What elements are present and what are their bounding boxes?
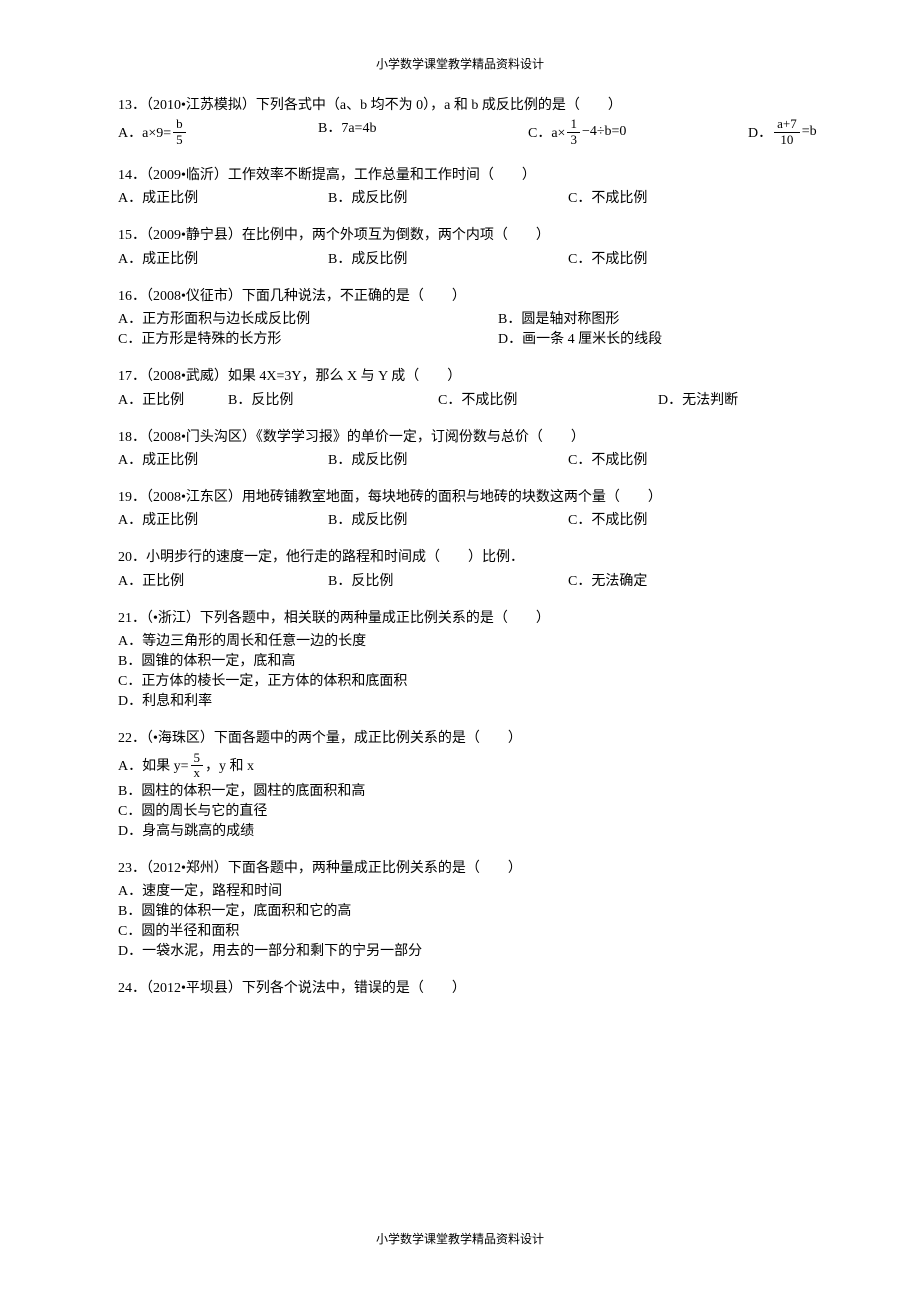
question-22: 22．（•海珠区）下面各题中的两个量，成正比例关系的是（ ） A．如果 y= 5… xyxy=(118,728,878,840)
q21-opt-b: B．圆锥的体积一定，底和高 xyxy=(118,650,878,670)
q16-opt-b: B．圆是轴对称图形 xyxy=(498,308,878,328)
question-24: 24．（2012•平坝县）下列各个说法中，错误的是（ ） xyxy=(118,978,878,1000)
q23-opt-a: A．速度一定，路程和时间 xyxy=(118,880,878,900)
fraction: 5 x xyxy=(191,751,204,781)
q23-opt-d: D．一袋水泥，用去的一部分和剩下的宁另一部分 xyxy=(118,940,878,960)
q16-opt-a: A．正方形面积与边长成反比例 xyxy=(118,308,498,328)
q18-opt-c: C．不成比例 xyxy=(568,449,768,469)
q21-opt-a: A．等边三角形的周长和任意一边的长度 xyxy=(118,630,878,650)
q20-opt-c: C．无法确定 xyxy=(568,570,768,590)
question-20: 20．小明步行的速度一定，他行走的路程和时间成（ ）比例． A．正比例 B．反比… xyxy=(118,547,878,589)
q22-stem: 22．（•海珠区）下面各题中的两个量，成正比例关系的是（ ） xyxy=(118,728,878,750)
q14-opt-c: C．不成比例 xyxy=(568,187,768,207)
question-15: 15．（2009•静宁县）在比例中，两个外项互为倒数，两个内项（ ） A．成正比… xyxy=(118,225,878,267)
q20-opt-b: B．反比例 xyxy=(328,570,568,590)
q19-opt-b: B．成反比例 xyxy=(328,509,568,529)
page-header: 小学数学课堂教学精品资料设计 xyxy=(0,55,920,72)
q24-stem: 24．（2012•平坝县）下列各个说法中，错误的是（ ） xyxy=(118,978,878,1000)
question-19: 19．（2008•江东区）用地砖铺教室地面，每块地砖的面积与地砖的块数这两个量（… xyxy=(118,487,878,529)
q15-opt-b: B．成反比例 xyxy=(328,248,568,268)
q13-stem: 13．（2010•江苏模拟）下列各式中（a、b 均不为 0），a 和 b 成反比… xyxy=(118,95,878,117)
q20-stem: 20．小明步行的速度一定，他行走的路程和时间成（ ）比例． xyxy=(118,547,878,569)
q14-opt-a: A．成正比例 xyxy=(118,187,328,207)
q17-opt-c: C．不成比例 xyxy=(438,389,658,409)
page-footer: 小学数学课堂教学精品资料设计 xyxy=(0,1230,920,1247)
question-23: 23．（2012•郑州）下面各题中，两种量成正比例关系的是（ ） A．速度一定，… xyxy=(118,858,878,960)
question-14: 14．（2009•临沂）工作效率不断提高，工作总量和工作时间（ ） A．成正比例… xyxy=(118,165,878,207)
q16-opt-c: C．正方形是特殊的长方形 xyxy=(118,328,498,348)
q14-opt-b: B．成反比例 xyxy=(328,187,568,207)
q21-stem: 21．（•浙江）下列各题中，相关联的两种量成正比例关系的是（ ） xyxy=(118,608,878,630)
q16-opt-d: D．画一条 4 厘米长的线段 xyxy=(498,328,878,348)
fraction: b 5 xyxy=(173,117,186,147)
q17-opt-d: D．无法判断 xyxy=(658,389,788,409)
q21-opt-d: D．利息和利率 xyxy=(118,690,878,710)
q19-stem: 19．（2008•江东区）用地砖铺教室地面，每块地砖的面积与地砖的块数这两个量（… xyxy=(118,487,878,509)
question-21: 21．（•浙江）下列各题中，相关联的两种量成正比例关系的是（ ） A．等边三角形… xyxy=(118,608,878,710)
q13-opt-b: B．7a=4b xyxy=(318,117,528,137)
q17-opt-a: A．正比例 xyxy=(118,389,228,409)
q19-opt-a: A．成正比例 xyxy=(118,509,328,529)
q23-stem: 23．（2012•郑州）下面各题中，两种量成正比例关系的是（ ） xyxy=(118,858,878,880)
question-17: 17．（2008•武威）如果 4X=3Y，那么 X 与 Y 成（ ） A．正比例… xyxy=(118,366,878,408)
q23-opt-c: C．圆的半径和面积 xyxy=(118,920,878,940)
q15-stem: 15．（2009•静宁县）在比例中，两个外项互为倒数，两个内项（ ） xyxy=(118,225,878,247)
q18-opt-a: A．成正比例 xyxy=(118,449,328,469)
q15-opt-a: A．成正比例 xyxy=(118,248,328,268)
fraction: a+7 10 xyxy=(774,117,800,147)
q22-opt-d: D．身高与跳高的成绩 xyxy=(118,820,878,840)
question-16: 16．（2008•仪征市）下面几种说法，不正确的是（ ） A．正方形面积与边长成… xyxy=(118,286,878,348)
q13-opt-a: A．a×9= b 5 xyxy=(118,117,318,147)
q19-opt-c: C．不成比例 xyxy=(568,509,768,529)
question-18: 18．（2008•门头沟区）《数学学习报》的单价一定，订阅份数与总价（ ） A．… xyxy=(118,427,878,469)
q23-opt-b: B．圆锥的体积一定，底面积和它的高 xyxy=(118,900,878,920)
q13-opt-c: C．a× 1 3 −4÷b=0 xyxy=(528,117,748,147)
q18-opt-b: B．成反比例 xyxy=(328,449,568,469)
q18-stem: 18．（2008•门头沟区）《数学学习报》的单价一定，订阅份数与总价（ ） xyxy=(118,427,878,449)
q20-opt-a: A．正比例 xyxy=(118,570,328,590)
q22-opt-a: A．如果 y= 5 x ，y 和 x xyxy=(118,751,878,781)
q14-stem: 14．（2009•临沂）工作效率不断提高，工作总量和工作时间（ ） xyxy=(118,165,878,187)
fraction: 1 3 xyxy=(567,117,580,147)
q22-opt-c: C．圆的周长与它的直径 xyxy=(118,800,878,820)
q17-opt-b: B．反比例 xyxy=(228,389,438,409)
q13-opt-d: D． a+7 10 =b xyxy=(748,117,878,147)
q21-opt-c: C．正方体的棱长一定，正方体的体积和底面积 xyxy=(118,670,878,690)
question-13: 13．（2010•江苏模拟）下列各式中（a、b 均不为 0），a 和 b 成反比… xyxy=(118,95,878,147)
content-area: 13．（2010•江苏模拟）下列各式中（a、b 均不为 0），a 和 b 成反比… xyxy=(118,95,878,1019)
q17-stem: 17．（2008•武威）如果 4X=3Y，那么 X 与 Y 成（ ） xyxy=(118,366,878,388)
q22-opt-b: B．圆柱的体积一定，圆柱的底面积和高 xyxy=(118,780,878,800)
q16-stem: 16．（2008•仪征市）下面几种说法，不正确的是（ ） xyxy=(118,286,878,308)
q15-opt-c: C．不成比例 xyxy=(568,248,768,268)
